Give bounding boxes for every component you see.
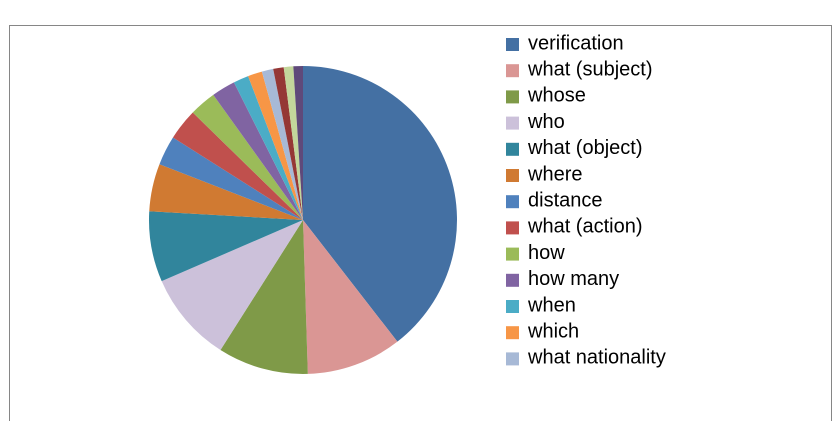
legend-swatch (506, 90, 519, 104)
pie-slice (172, 112, 303, 220)
pie-slice (192, 94, 303, 220)
pie-slice (303, 66, 457, 342)
pie-slice (161, 220, 303, 351)
pie-slice (159, 137, 303, 220)
legend-swatch (506, 169, 519, 182)
legend-swatch (506, 326, 519, 340)
chart-frame (9, 25, 832, 421)
pie-slice (233, 76, 303, 220)
legend-swatch (506, 300, 519, 313)
legend-label: how many (528, 268, 619, 290)
legend-swatch (506, 273, 519, 287)
legend-label: what (action) (527, 216, 643, 238)
legend-swatch (506, 247, 519, 261)
legend-swatch (506, 195, 519, 209)
pie-slice (273, 67, 303, 221)
legend-label: what (object) (527, 137, 643, 159)
pie-slice (261, 68, 303, 220)
pie-slice (148, 211, 303, 282)
legend-label: where (527, 163, 582, 185)
legend-label: when (527, 294, 576, 316)
pie-slice (293, 66, 303, 220)
pie-slice (220, 220, 308, 375)
pie-slice (248, 71, 303, 221)
pie-slice (283, 66, 303, 220)
pie-slice (149, 164, 303, 220)
legend-swatch (506, 352, 519, 366)
legend-swatch (506, 116, 519, 130)
legend-label: how (528, 242, 565, 264)
legend-swatch (506, 221, 519, 235)
legend-swatch (506, 142, 519, 156)
legend-label: who (527, 111, 565, 133)
legend-swatch (506, 38, 519, 51)
pie-slice (213, 82, 303, 220)
legend-label: what (subject) (527, 58, 653, 80)
legend-label: which (527, 320, 579, 342)
legend-label: what nationality (527, 347, 666, 369)
pie-slice (303, 220, 398, 374)
legend-label: distance (528, 189, 603, 211)
legend-swatch (506, 64, 519, 78)
legend-label: verification (528, 32, 624, 54)
legend-label: whose (527, 85, 586, 107)
